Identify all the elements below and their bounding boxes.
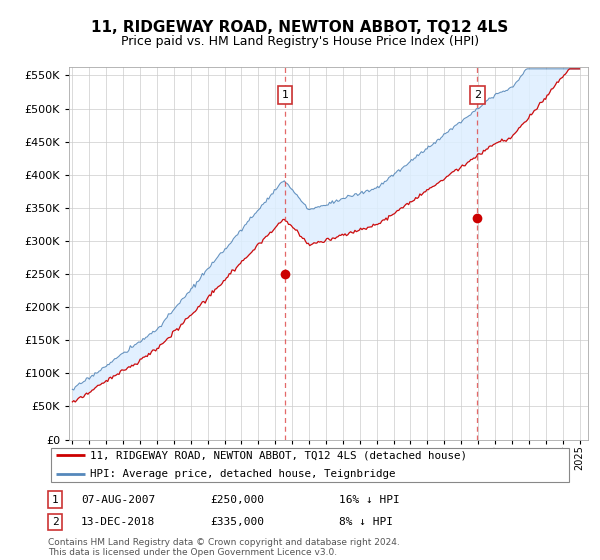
Text: Price paid vs. HM Land Registry's House Price Index (HPI): Price paid vs. HM Land Registry's House …	[121, 35, 479, 48]
Text: 2: 2	[52, 517, 59, 527]
Text: 13-DEC-2018: 13-DEC-2018	[81, 517, 155, 527]
Text: 11, RIDGEWAY ROAD, NEWTON ABBOT, TQ12 4LS: 11, RIDGEWAY ROAD, NEWTON ABBOT, TQ12 4L…	[91, 20, 509, 35]
Text: 11, RIDGEWAY ROAD, NEWTON ABBOT, TQ12 4LS (detached house): 11, RIDGEWAY ROAD, NEWTON ABBOT, TQ12 4L…	[90, 450, 467, 460]
Text: 1: 1	[52, 494, 59, 505]
Text: 07-AUG-2007: 07-AUG-2007	[81, 494, 155, 505]
FancyBboxPatch shape	[50, 448, 569, 483]
Text: HPI: Average price, detached house, Teignbridge: HPI: Average price, detached house, Teig…	[90, 469, 395, 479]
Text: Contains HM Land Registry data © Crown copyright and database right 2024.
This d: Contains HM Land Registry data © Crown c…	[48, 538, 400, 557]
Text: 8% ↓ HPI: 8% ↓ HPI	[339, 517, 393, 527]
Text: 16% ↓ HPI: 16% ↓ HPI	[339, 494, 400, 505]
Text: £335,000: £335,000	[210, 517, 264, 527]
Text: £250,000: £250,000	[210, 494, 264, 505]
Text: 2: 2	[474, 90, 481, 100]
Text: 1: 1	[281, 90, 289, 100]
